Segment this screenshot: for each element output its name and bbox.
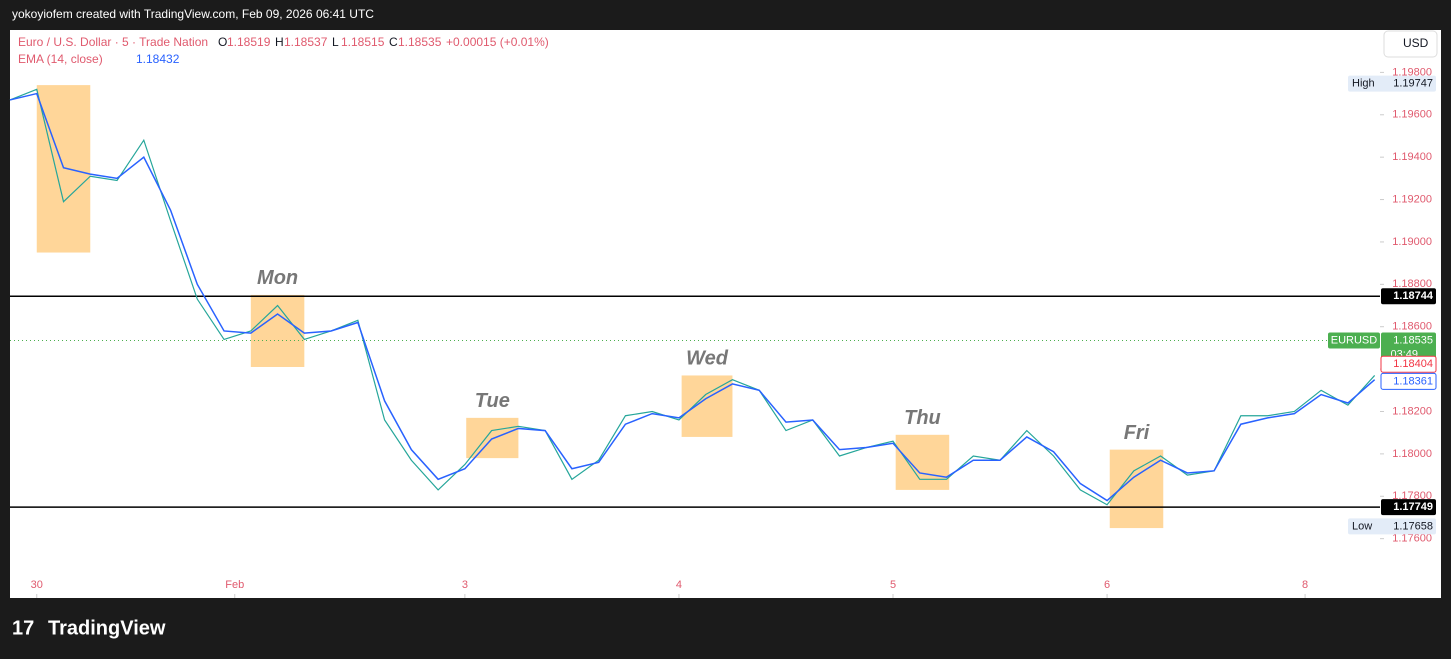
last-tag — [1381, 332, 1436, 363]
change: +0.00015 (+0.01%) — [446, 35, 549, 49]
extreme-tag — [1348, 518, 1436, 535]
session-label: Thu — [904, 407, 941, 429]
symbol-tag-text: EURUSD — [1331, 334, 1378, 346]
extreme-tag — [1348, 75, 1436, 92]
session-box — [250, 294, 305, 367]
session-box — [895, 434, 950, 490]
ohlc-value: 1.18515 — [341, 35, 385, 49]
price-tag — [1380, 372, 1437, 390]
level-tag — [1381, 499, 1436, 516]
ohlc-value: 1.18519 — [227, 35, 271, 49]
credit: yokoyiofem created with TradingView.com,… — [12, 7, 374, 21]
y-tick-label: 1.19000 — [1392, 236, 1432, 248]
x-tick-label: 4 — [676, 579, 682, 591]
y-tick-label: 1.18000 — [1392, 448, 1432, 460]
y-tick-label: 1.18200 — [1392, 405, 1432, 417]
extreme-value: 1.19747 — [1393, 78, 1433, 90]
symbol-tag — [1328, 332, 1380, 349]
level-tag — [1381, 288, 1436, 305]
symbol: Euro / U.S. Dollar · 5 · Trade Nation — [18, 35, 208, 49]
logo-mark: 17 — [12, 617, 34, 639]
y-tick-label: 1.19600 — [1392, 109, 1432, 121]
extreme-label: Low — [1352, 520, 1372, 532]
ema-line — [9, 92, 1376, 502]
brand: TradingView — [48, 617, 166, 639]
currency-button[interactable] — [1383, 30, 1438, 58]
ohlc-key: C — [389, 35, 398, 49]
x-tick-label: 3 — [462, 579, 468, 591]
chart-area — [10, 30, 1441, 598]
y-tick-label: 1.18800 — [1392, 278, 1432, 290]
x-tick-label: 5 — [890, 579, 896, 591]
y-tick-label: 1.17600 — [1392, 533, 1432, 545]
ema-value: 1.18432 — [136, 52, 180, 66]
session-box — [1109, 449, 1164, 529]
session-label: Fri — [1124, 422, 1150, 444]
session-label: Mon — [257, 267, 298, 289]
y-tick-label: 1.19800 — [1392, 66, 1432, 78]
price-tag-value: 1.18361 — [1393, 375, 1433, 387]
x-tick-label: 30 — [31, 579, 43, 591]
x-tick-label: 6 — [1104, 579, 1110, 591]
ohlc-key: O — [218, 35, 227, 49]
session-box — [36, 85, 91, 253]
y-tick-label: 1.19400 — [1392, 151, 1432, 163]
y-tick-label: 1.18600 — [1392, 321, 1432, 333]
session-label: Tue — [475, 390, 510, 412]
session-box — [681, 375, 733, 437]
price-tag-value: 1.18404 — [1393, 358, 1433, 370]
y-tick-label: 1.19200 — [1392, 193, 1432, 205]
ohlc-key: L — [332, 35, 339, 49]
price-tag — [1380, 355, 1437, 373]
ohlc-value: 1.18537 — [284, 35, 328, 49]
extreme-value: 1.17658 — [1393, 520, 1433, 532]
level-value: 1.17749 — [1393, 501, 1433, 513]
extreme-label: High — [1352, 78, 1375, 90]
currency[interactable]: USD — [1403, 36, 1429, 50]
price-line — [9, 88, 1376, 506]
ohlc-value: 1.18535 — [398, 35, 442, 49]
x-tick-label: Feb — [225, 579, 244, 591]
level-value: 1.18744 — [1393, 290, 1434, 302]
ohlc-key: H — [275, 35, 284, 49]
x-tick-label: 8 — [1302, 579, 1308, 591]
last-value: 1.18535 — [1393, 334, 1433, 346]
session-label: Wed — [686, 348, 729, 370]
ema-label: EMA (14, close) — [18, 52, 103, 66]
